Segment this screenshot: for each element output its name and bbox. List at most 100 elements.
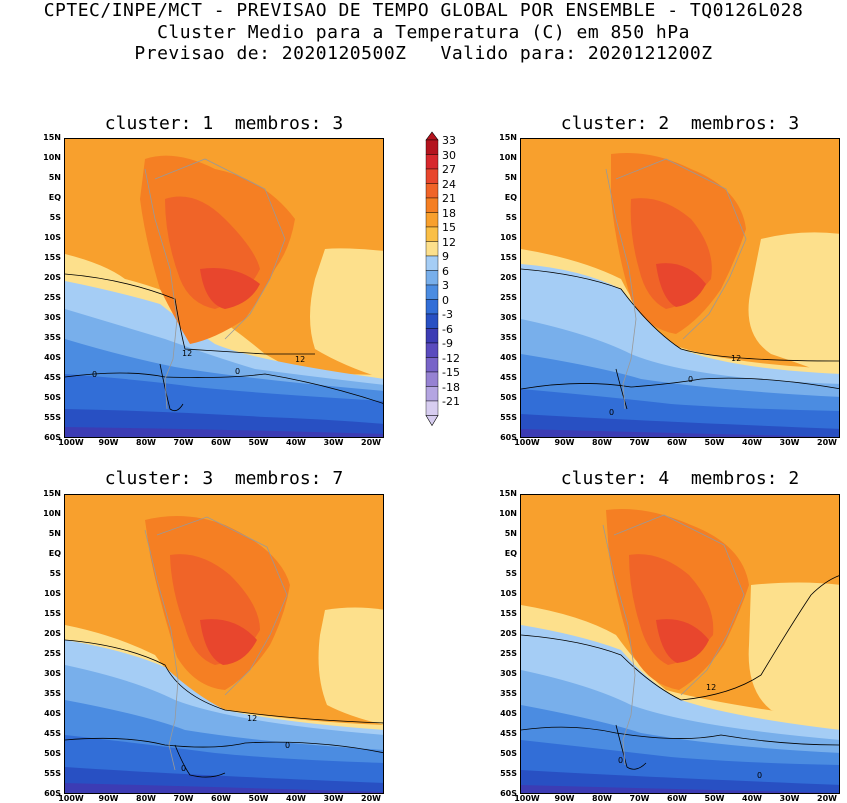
- colorbar-level-label: 15: [442, 221, 456, 234]
- lat-label: 15S: [44, 253, 61, 262]
- lat-label: 55S: [44, 769, 61, 778]
- lat-label: 60S: [44, 789, 61, 798]
- lat-label: 20S: [44, 629, 61, 638]
- lat-label: 45S: [500, 729, 517, 738]
- lon-label: 30W: [323, 438, 344, 447]
- contour-label-0: 0: [757, 771, 762, 780]
- lon-label: 90W: [554, 794, 575, 803]
- lat-label: 10S: [500, 233, 517, 242]
- lat-label: 5N: [48, 173, 61, 182]
- lon-label: 70W: [629, 438, 650, 447]
- lat-label: 15S: [500, 609, 517, 618]
- lat-label: 40S: [44, 709, 61, 718]
- colorbar-swatch: [425, 371, 439, 387]
- lat-label: 60S: [500, 433, 517, 442]
- colorbar-swatch: [425, 255, 439, 271]
- temperature-map-1: 12 12 0 0: [65, 139, 383, 437]
- lon-label: 80W: [592, 438, 612, 447]
- lat-label: 50S: [500, 749, 517, 758]
- lon-label: 100W: [514, 438, 540, 447]
- lon-label: 50W: [704, 794, 725, 803]
- lat-label: 50S: [44, 393, 61, 402]
- lat-label: 10N: [43, 153, 61, 162]
- lon-label: 90W: [98, 794, 119, 803]
- lat-label: EQ: [504, 549, 517, 558]
- colorbar-level-label: 33: [442, 134, 456, 147]
- colorbar-swatch: [425, 226, 439, 242]
- colorbar-level-label: -18: [442, 380, 460, 394]
- lat-label: 55S: [44, 413, 61, 422]
- lat-label: 30S: [500, 669, 517, 678]
- lat-label: 40S: [44, 353, 61, 362]
- lat-label: 15N: [499, 133, 517, 142]
- contour-label-0: 0: [618, 756, 623, 765]
- lon-label: 100W: [58, 438, 84, 447]
- lon-label: 30W: [779, 794, 800, 803]
- lat-label: 5N: [504, 173, 517, 182]
- lat-label: 5S: [49, 569, 61, 578]
- lon-label: 50W: [248, 794, 269, 803]
- map-panel-2: 12 0 0: [520, 138, 840, 438]
- contour-label-0: 0: [181, 764, 186, 773]
- lat-label: 60S: [500, 789, 517, 798]
- lat-label: 25S: [44, 293, 61, 302]
- lat-label: 25S: [500, 293, 517, 302]
- lon-label: 70W: [173, 438, 194, 447]
- lat-label: 40S: [500, 709, 517, 718]
- colorbar-level-label: 27: [442, 163, 456, 176]
- contour-label-12: 12: [295, 355, 305, 364]
- colorbar-level-label: 9: [442, 250, 449, 263]
- colorbar-level-label: -15: [442, 366, 460, 379]
- main-title: CPTEC/INPE/MCT - PREVISAO DE TEMPO GLOBA…: [43, 0, 804, 21]
- contour-label-0: 0: [285, 741, 290, 750]
- temperature-map-2: 12 0 0: [521, 139, 839, 437]
- lat-label: 50S: [500, 393, 517, 402]
- lat-label: 10N: [499, 509, 517, 518]
- lon-label: 50W: [704, 438, 725, 447]
- lon-label: 20W: [361, 438, 381, 447]
- colorbar-level-label: 3: [442, 279, 449, 292]
- colorbar-swatch: [425, 386, 439, 402]
- contour-label-12: 12: [182, 349, 192, 358]
- map-panel-1: 12 12 0 0: [64, 138, 384, 438]
- lon-label: 20W: [817, 438, 837, 447]
- panel-2-title: cluster: 2 membros: 3: [560, 113, 800, 134]
- lat-label: 20S: [44, 273, 61, 282]
- lat-label: 55S: [500, 413, 517, 422]
- lat-label: 30S: [500, 313, 517, 322]
- colorbar-swatch: [425, 299, 439, 315]
- lon-label: 40W: [742, 794, 762, 803]
- lon-label: 60W: [667, 794, 687, 803]
- colorbar-swatch: [425, 139, 439, 155]
- colorbar-swatch: [425, 154, 439, 170]
- panel-4-title: cluster: 4 membros: 2: [560, 468, 800, 489]
- temperature-map-4: 12 0 0: [521, 495, 839, 793]
- colorbar: [425, 131, 439, 427]
- lon-label: 40W: [286, 794, 306, 803]
- lon-label: 70W: [629, 794, 650, 803]
- colorbar-bottom-arrow: [425, 415, 439, 427]
- lat-label: 15S: [44, 609, 61, 618]
- lat-label: 45S: [500, 373, 517, 382]
- contour-label-12: 12: [247, 714, 257, 723]
- lat-label: EQ: [48, 193, 61, 202]
- lon-label: 80W: [136, 438, 156, 447]
- lon-label: 40W: [286, 438, 306, 447]
- colorbar-swatch: [425, 270, 439, 286]
- contour-label-0: 0: [688, 375, 693, 384]
- colorbar-swatch: [425, 197, 439, 213]
- subtitle-variable: Cluster Medio para a Temperatura (C) em …: [157, 22, 690, 43]
- colorbar-swatch: [425, 342, 439, 358]
- lat-label: 30S: [44, 669, 61, 678]
- lat-label: 55S: [500, 769, 517, 778]
- contour-label-12: 12: [706, 683, 716, 692]
- lat-label: 15N: [499, 489, 517, 498]
- lon-label: 90W: [554, 438, 575, 447]
- colorbar-swatch: [425, 284, 439, 300]
- colorbar-swatch: [425, 183, 439, 199]
- colorbar-level-label: -3: [442, 308, 453, 321]
- lat-label: 35S: [500, 333, 517, 342]
- lat-label: 35S: [500, 689, 517, 698]
- colorbar-swatch: [425, 168, 439, 184]
- lon-label: 50W: [248, 438, 269, 447]
